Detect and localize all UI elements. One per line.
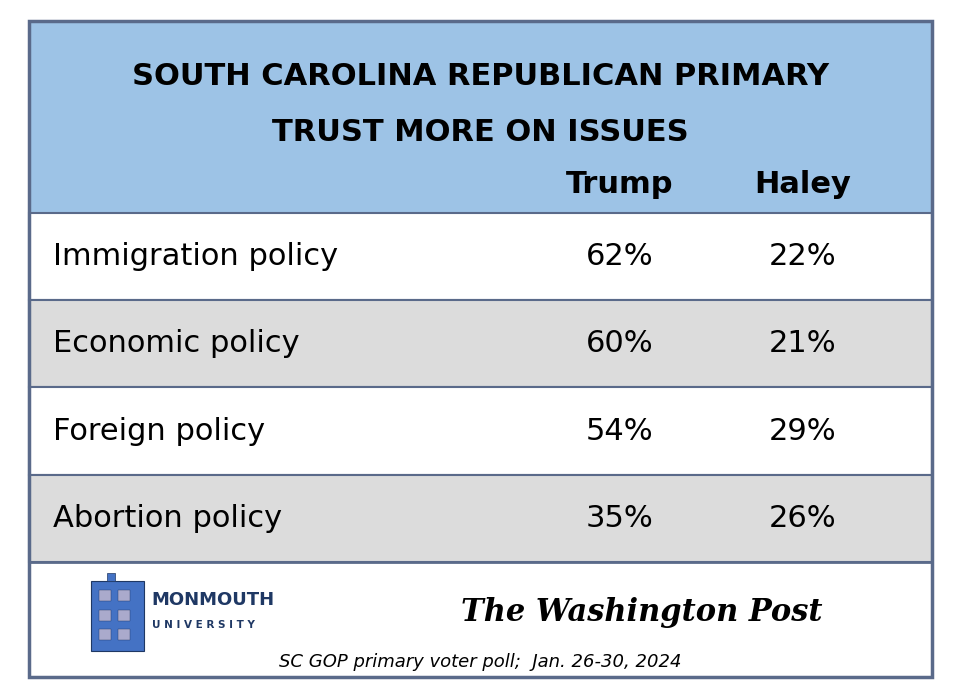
Text: MONMOUTH: MONMOUTH	[152, 591, 275, 609]
FancyBboxPatch shape	[29, 387, 932, 475]
Text: 29%: 29%	[769, 417, 836, 445]
Bar	[99, 630, 111, 641]
Bar	[99, 591, 111, 602]
Bar	[108, 572, 115, 581]
Bar	[99, 610, 111, 621]
FancyBboxPatch shape	[29, 475, 932, 562]
Text: 60%: 60%	[586, 329, 653, 358]
Text: Economic policy: Economic policy	[53, 329, 300, 358]
Text: 22%: 22%	[769, 242, 836, 271]
Text: The Washington Post: The Washington Post	[461, 597, 823, 628]
Text: 26%: 26%	[769, 504, 836, 533]
Text: 62%: 62%	[586, 242, 653, 271]
Text: Abortion policy: Abortion policy	[53, 504, 282, 533]
FancyBboxPatch shape	[29, 562, 932, 677]
Bar	[118, 591, 130, 602]
FancyBboxPatch shape	[29, 300, 932, 387]
Text: U N I V E R S I T Y: U N I V E R S I T Y	[152, 620, 255, 630]
Text: Haley: Haley	[754, 170, 850, 200]
Text: Immigration policy: Immigration policy	[53, 242, 338, 271]
Text: Trump: Trump	[566, 170, 674, 200]
Text: SC GOP primary voter poll;  Jan. 26-30, 2024: SC GOP primary voter poll; Jan. 26-30, 2…	[280, 653, 681, 671]
FancyBboxPatch shape	[29, 21, 932, 213]
Text: 35%: 35%	[586, 504, 653, 533]
Text: TRUST MORE ON ISSUES: TRUST MORE ON ISSUES	[272, 118, 689, 147]
Text: Foreign policy: Foreign policy	[53, 417, 265, 445]
Text: 54%: 54%	[586, 417, 653, 445]
FancyBboxPatch shape	[29, 213, 932, 300]
Text: 21%: 21%	[769, 329, 836, 358]
Bar	[118, 610, 130, 621]
Bar	[91, 581, 144, 651]
Bar	[118, 630, 130, 641]
Text: SOUTH CAROLINA REPUBLICAN PRIMARY: SOUTH CAROLINA REPUBLICAN PRIMARY	[132, 62, 829, 91]
